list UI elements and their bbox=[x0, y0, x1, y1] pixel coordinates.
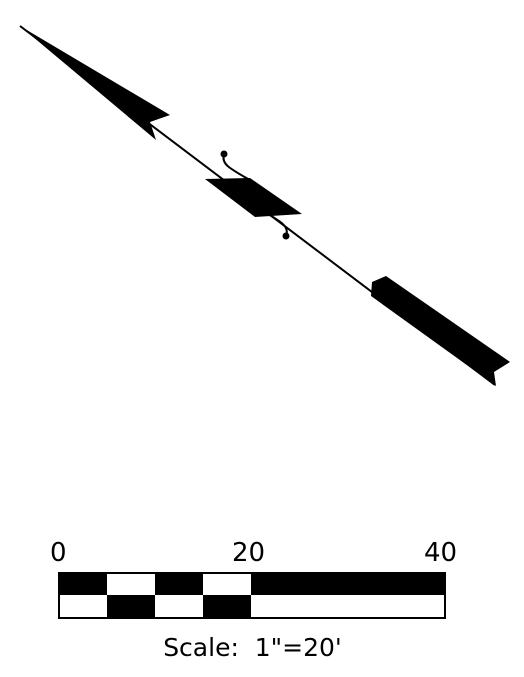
scale-tick-label-40: 40 bbox=[424, 538, 458, 568]
scale-segment-bottom-1 bbox=[59, 595, 107, 618]
scale-segment-top-2 bbox=[107, 573, 155, 595]
upper-flourish-dot bbox=[220, 150, 228, 158]
scale-segment-top-3 bbox=[155, 573, 203, 595]
scale-tick-label-0: 0 bbox=[50, 538, 67, 568]
scale-segment-top-4 bbox=[203, 573, 251, 595]
scale-segment-bottom-5 bbox=[251, 595, 445, 618]
north-arrow-icon bbox=[19, 25, 510, 386]
scale-segment-top-5 bbox=[251, 573, 445, 595]
scale-segment-bottom-4 bbox=[203, 595, 251, 618]
arrow-head bbox=[20, 26, 170, 140]
scale-bar bbox=[58, 572, 446, 619]
scale-segment-bottom-3 bbox=[155, 595, 203, 618]
scale-caption: Scale: 1"=20' bbox=[163, 633, 342, 662]
upper-flourish bbox=[222, 153, 249, 180]
arrow-center-diamond bbox=[205, 178, 302, 217]
scale-segment-top-1 bbox=[59, 573, 107, 595]
arrow-tail bbox=[371, 276, 510, 386]
lower-flourish-dot bbox=[282, 232, 290, 240]
scale-segment-bottom-2 bbox=[107, 595, 155, 618]
scale-bar-outline bbox=[58, 572, 446, 619]
scale-tick-label-20: 20 bbox=[232, 538, 266, 568]
